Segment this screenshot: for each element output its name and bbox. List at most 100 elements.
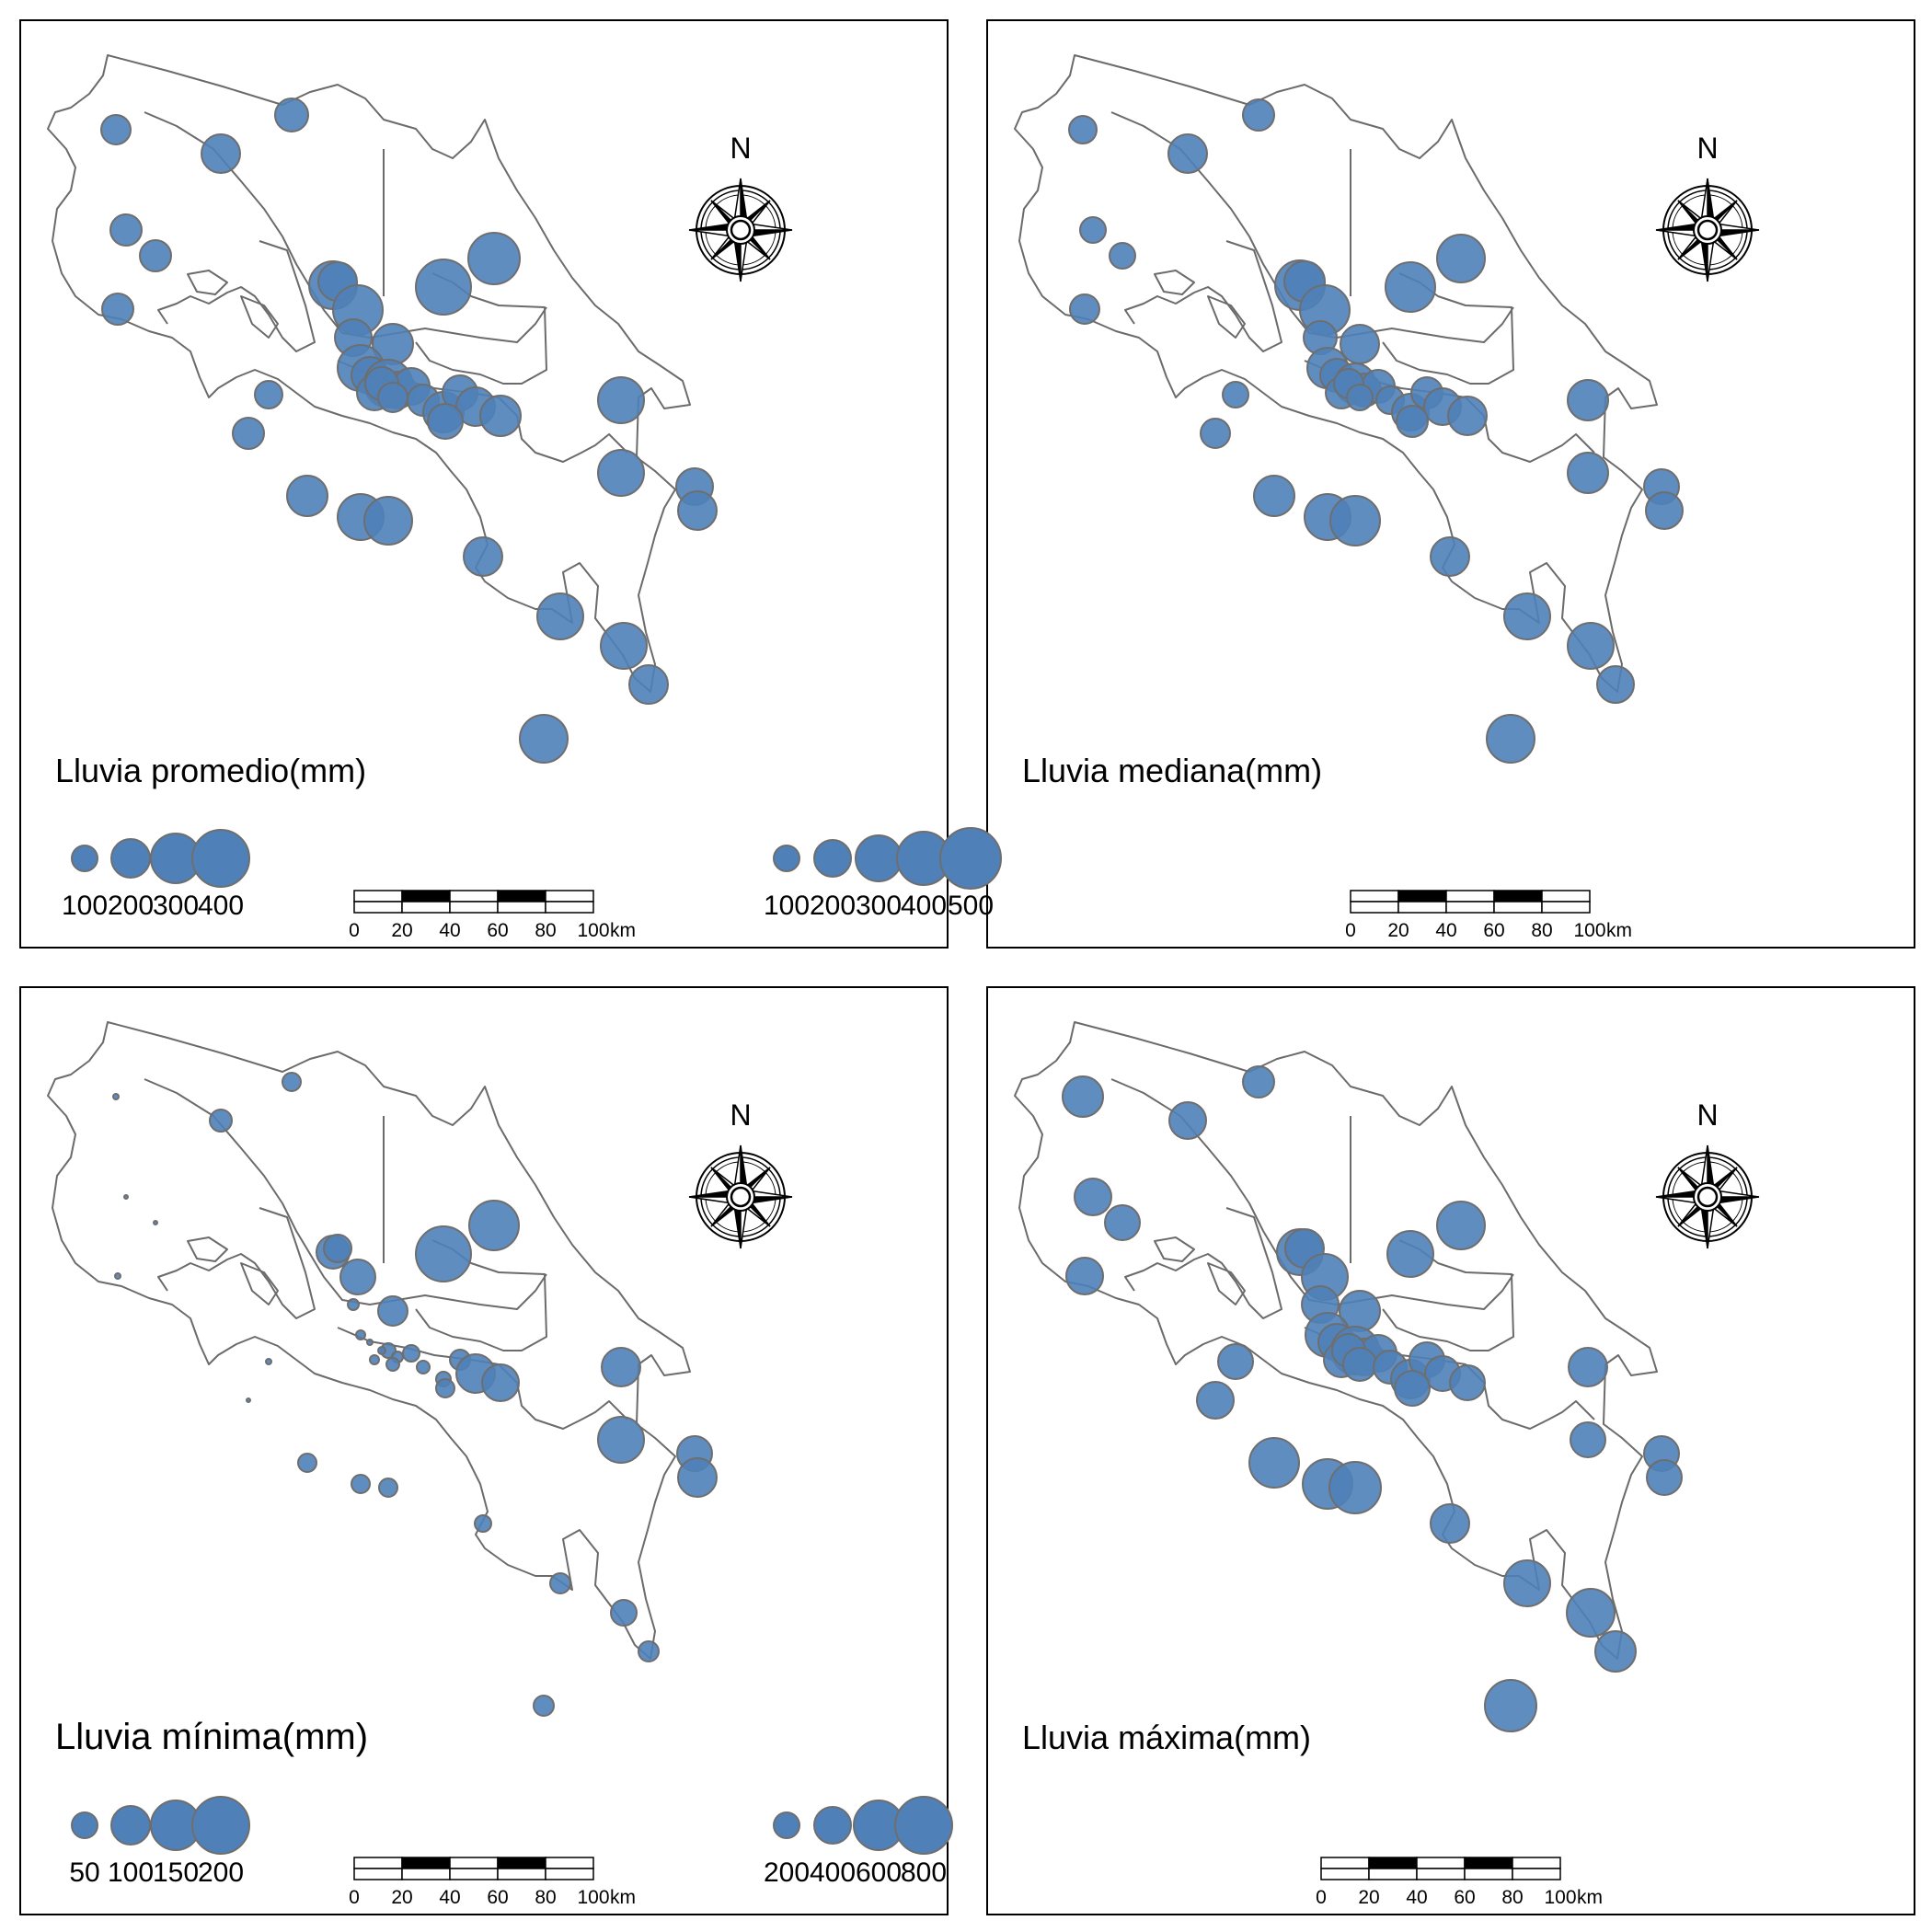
- station-marker: [1430, 536, 1470, 577]
- station-marker: [416, 1360, 431, 1374]
- station-marker: [339, 1259, 376, 1295]
- station-marker: [1329, 495, 1381, 546]
- scale-bar-segment: [353, 1868, 403, 1880]
- station-marker: [628, 664, 669, 705]
- legend-value-label: 200: [198, 1857, 244, 1888]
- legend-circle: [191, 829, 250, 888]
- station-marker: [1386, 1230, 1434, 1278]
- station-marker: [677, 1457, 718, 1498]
- station-marker: [366, 1339, 374, 1346]
- scale-bar-segment: [1368, 1868, 1418, 1880]
- station-marker: [1062, 1075, 1104, 1118]
- scale-bar-segment: [1320, 1857, 1370, 1869]
- legend-circle: [110, 1805, 151, 1846]
- station-marker: [1346, 384, 1374, 411]
- scale-bar-segment: [1464, 1868, 1513, 1880]
- station-marker: [1394, 1370, 1431, 1407]
- station-bubbles: [100, 98, 718, 764]
- legend-value-label: 400: [198, 891, 244, 921]
- scale-bar-segment: [1512, 1857, 1561, 1869]
- legend-circle: [191, 1796, 250, 1855]
- station-marker: [1200, 418, 1231, 449]
- legend-circle: [71, 1811, 98, 1839]
- scale-unit-label: km: [1606, 920, 1632, 941]
- scale-bar-segment: [1416, 1857, 1466, 1869]
- station-marker: [101, 293, 134, 326]
- station-marker: [597, 449, 645, 497]
- station-marker: [435, 1378, 455, 1398]
- station-marker: [1217, 1343, 1254, 1380]
- station-marker: [1449, 1364, 1486, 1401]
- station-bubbles: [112, 1072, 718, 1717]
- north-label: N: [730, 132, 751, 165]
- scale-tick-label: 100: [577, 920, 609, 941]
- station-marker: [209, 1109, 233, 1133]
- legend-value-label: 300: [856, 891, 902, 921]
- scale-bar-segment: [497, 901, 546, 914]
- scale-tick-label: 40: [1406, 1887, 1427, 1908]
- north-label: N: [1696, 1098, 1718, 1132]
- station-marker: [597, 1416, 645, 1464]
- station-marker: [369, 1354, 380, 1365]
- station-marker: [377, 1346, 386, 1355]
- scale-bar-segment: [1512, 1868, 1561, 1880]
- station-marker: [274, 98, 309, 132]
- scale-bar: 0 20 40 60 80 100 km: [1316, 1857, 1603, 1908]
- station-marker: [1503, 592, 1551, 640]
- scale-bar: 0 20 40 60 80 100 km: [349, 1857, 636, 1908]
- station-marker: [1447, 396, 1488, 436]
- station-marker: [474, 1514, 492, 1533]
- station-marker: [1340, 324, 1380, 364]
- station-marker: [1167, 133, 1208, 174]
- station-marker: [1222, 381, 1249, 408]
- station-marker: [402, 1344, 420, 1363]
- legend-circle: [110, 838, 151, 879]
- station-marker: [297, 1453, 317, 1473]
- scale-bar-segment: [545, 890, 594, 903]
- scale-tick-label: 40: [439, 1887, 460, 1908]
- station-marker: [347, 1298, 360, 1311]
- scale-tick-label: 20: [391, 1887, 412, 1908]
- station-marker: [351, 1474, 371, 1494]
- station-marker: [123, 1194, 129, 1200]
- station-marker: [139, 239, 172, 272]
- scale-bar-segment: [1445, 901, 1495, 914]
- station-marker: [1486, 714, 1535, 764]
- scale-bar-segment: [401, 901, 451, 914]
- station-marker: [600, 622, 648, 670]
- scale-tick-label: 80: [1501, 1887, 1523, 1908]
- legend-value-label: 100: [108, 1857, 154, 1888]
- legend-circle: [894, 1796, 953, 1855]
- legend-circle: [813, 1806, 852, 1845]
- station-marker: [1069, 293, 1100, 325]
- scale-bar-segment: [401, 1857, 451, 1869]
- scale-tick-label: 80: [535, 920, 556, 941]
- scale-bar-segment: [1368, 1857, 1418, 1869]
- scale-bar-segment: [449, 1857, 499, 1869]
- station-marker: [377, 382, 408, 413]
- station-marker: [265, 1358, 272, 1365]
- station-marker: [597, 376, 645, 424]
- scale-bar-segment: [497, 1857, 546, 1869]
- scale-bar: 0 20 40 60 80 100 km: [349, 890, 636, 941]
- station-marker: [638, 1640, 660, 1662]
- station-marker: [246, 1397, 251, 1403]
- station-marker: [385, 1357, 400, 1372]
- scale-bar-segment: [449, 1868, 499, 1880]
- station-marker: [481, 1363, 520, 1402]
- scale-bar-segment: [1541, 901, 1591, 914]
- station-marker: [427, 403, 464, 440]
- scale-bar-segment: [1397, 901, 1447, 914]
- legend-title: Lluvia máxima(mm): [1022, 1719, 1311, 1756]
- scale-tick-label: 60: [1454, 1887, 1475, 1908]
- scale-bar: 0 20 40 60 80 100 km: [1345, 890, 1632, 941]
- station-marker: [1430, 1503, 1470, 1544]
- scale-bar-segment: [1320, 1868, 1370, 1880]
- station-marker: [282, 1072, 302, 1092]
- legend-value-label: 150: [153, 1857, 199, 1888]
- legend-circle: [773, 1811, 800, 1839]
- scale-tick-label: 60: [1483, 920, 1504, 941]
- station-marker: [468, 1200, 520, 1251]
